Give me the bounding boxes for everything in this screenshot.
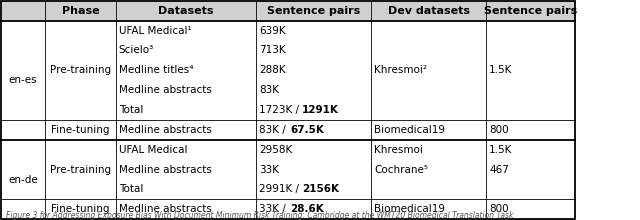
Text: Medline abstracts: Medline abstracts — [119, 85, 212, 95]
Text: 33K: 33K — [259, 165, 279, 175]
Text: 467: 467 — [489, 165, 509, 175]
Text: Khresmoi²: Khresmoi² — [374, 65, 428, 75]
Text: Biomedical19: Biomedical19 — [374, 204, 445, 214]
Text: Total: Total — [119, 105, 143, 115]
Text: Khresmoi: Khresmoi — [374, 145, 423, 155]
Text: Datasets: Datasets — [158, 6, 214, 16]
Text: 1.5K: 1.5K — [489, 65, 513, 75]
Text: 713K: 713K — [259, 45, 286, 55]
Text: 2156K: 2156K — [302, 185, 339, 194]
Text: UFAL Medical¹: UFAL Medical¹ — [119, 26, 191, 35]
Text: Sentence pairs: Sentence pairs — [484, 6, 577, 16]
Text: Sentence pairs: Sentence pairs — [267, 6, 360, 16]
Text: 33K /: 33K / — [259, 204, 289, 214]
Bar — [1, 1, 575, 20]
Text: Medline abstracts: Medline abstracts — [119, 165, 212, 175]
Text: Biomedical19: Biomedical19 — [374, 125, 445, 135]
Text: Pre-training: Pre-training — [50, 165, 111, 175]
Text: 1723K /: 1723K / — [259, 105, 303, 115]
Text: Scielo³: Scielo³ — [119, 45, 154, 55]
Text: 28.6K: 28.6K — [291, 204, 324, 214]
Text: UFAL Medical: UFAL Medical — [119, 145, 188, 155]
Text: 2958K: 2958K — [259, 145, 292, 155]
Text: 288K: 288K — [259, 65, 286, 75]
Text: 1291K: 1291K — [302, 105, 339, 115]
Text: Fine-tuning: Fine-tuning — [51, 204, 110, 214]
Text: 2991K /: 2991K / — [259, 185, 303, 194]
Text: Total: Total — [119, 185, 143, 194]
Text: Pre-training: Pre-training — [50, 65, 111, 75]
Text: Figure 3 for Addressing Exposure Bias With Document Minimum Risk Training: Cambr: Figure 3 for Addressing Exposure Bias Wi… — [6, 211, 514, 220]
Text: Fine-tuning: Fine-tuning — [51, 125, 110, 135]
Text: Dev datasets: Dev datasets — [388, 6, 470, 16]
Text: en-de: en-de — [8, 174, 38, 185]
Text: 800: 800 — [489, 125, 509, 135]
Text: Phase: Phase — [61, 6, 99, 16]
Text: 83K: 83K — [259, 85, 279, 95]
Text: 67.5K: 67.5K — [291, 125, 324, 135]
Text: Medline abstracts: Medline abstracts — [119, 125, 212, 135]
Text: Medline abstracts: Medline abstracts — [119, 204, 212, 214]
Text: en-es: en-es — [9, 75, 37, 85]
Text: 1.5K: 1.5K — [489, 145, 513, 155]
Text: Cochrane⁵: Cochrane⁵ — [374, 165, 428, 175]
Text: 83K /: 83K / — [259, 125, 289, 135]
Text: 639K: 639K — [259, 26, 286, 35]
Text: Medline titles⁴: Medline titles⁴ — [119, 65, 193, 75]
Text: 800: 800 — [489, 204, 509, 214]
